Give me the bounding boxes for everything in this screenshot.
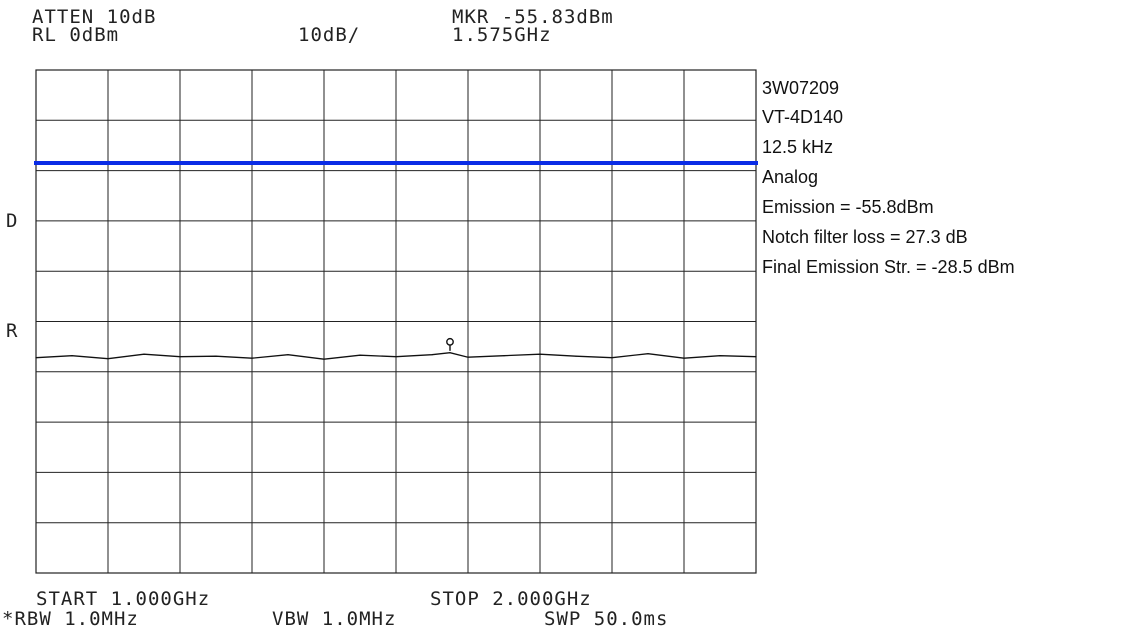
trace-point (575, 355, 577, 357)
info-emission: Emission = -55.8dBm (762, 197, 934, 217)
marker-symbol (446, 337, 454, 346)
start-frequency-readout: START 1.000GHz (36, 588, 211, 610)
info-serial: 3W07209 (762, 78, 840, 98)
trace-point (179, 356, 181, 358)
trace-point (503, 355, 505, 357)
trace-point (611, 357, 613, 359)
trace-point (449, 352, 451, 354)
trace-point (323, 358, 325, 360)
trace-point (431, 354, 433, 356)
sweep-time-readout: SWP 50.0ms (544, 608, 669, 630)
info-model: VT-4D140 (762, 107, 844, 127)
trace-point (539, 353, 541, 355)
trace-point (287, 354, 289, 356)
marker-frequency-readout: 1.575GHz (452, 24, 552, 46)
info-notch-filter-loss: Notch filter loss = 27.3 dB (762, 227, 968, 247)
trace-point (359, 354, 361, 356)
trace-point (755, 356, 757, 358)
spectrum-trace (35, 352, 757, 360)
vbw-readout: VBW 1.0MHz (272, 608, 397, 630)
reference-level-readout: RL 0dBm (32, 24, 120, 46)
info-final-emission: Final Emission Str. = -28.5 dBm (762, 257, 1015, 277)
trace-point (35, 357, 37, 359)
trace-point (395, 356, 397, 358)
trace-point (107, 358, 109, 360)
d-line-marker: D (6, 210, 19, 232)
trace-point (251, 357, 253, 359)
trace-point (467, 356, 469, 358)
marker-level-readout: MKR -55.83dBm (452, 6, 614, 28)
trace-point (647, 353, 649, 355)
info-mode: Analog (762, 167, 819, 187)
trace-point (719, 355, 721, 357)
stop-frequency-readout: STOP 2.000GHz (430, 588, 592, 610)
atten-readout: ATTEN 10dB (32, 6, 157, 28)
trace-point (143, 353, 145, 355)
trace-point (683, 357, 685, 359)
r-line-marker: R (6, 320, 19, 342)
info-bandwidth: 12.5 kHz (762, 137, 834, 157)
trace-point (71, 355, 73, 357)
scale-readout: 10dB/ (298, 24, 361, 46)
trace-point (215, 355, 217, 357)
rbw-readout: *RBW 1.0MHz (2, 608, 139, 630)
